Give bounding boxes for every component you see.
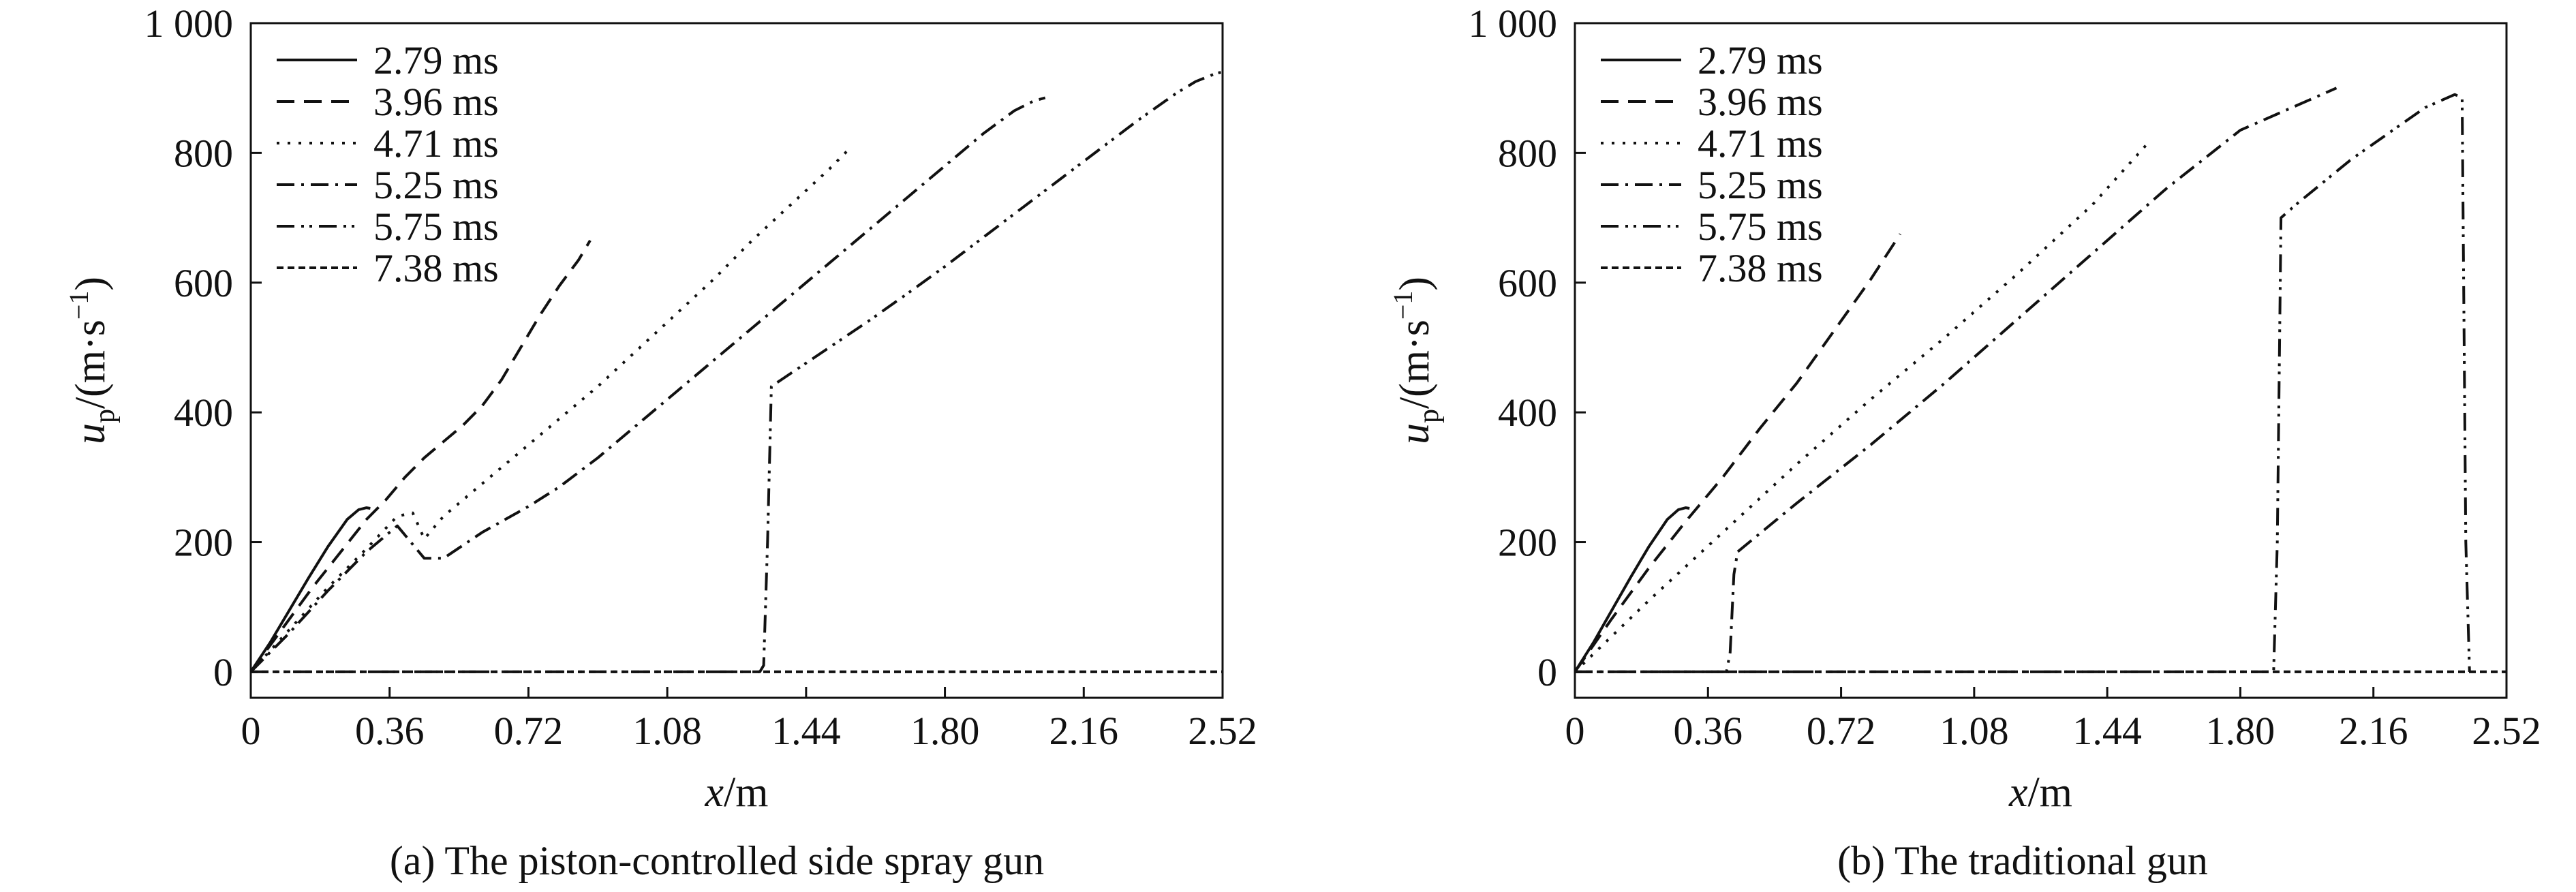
plot-frame <box>1574 22 2508 699</box>
legend-label-4: 5.25 ms <box>1698 163 1823 207</box>
legend-label-6: 7.38 ms <box>1698 246 1823 290</box>
legend-label-5: 5.75 ms <box>373 204 499 249</box>
legend-label-6: 7.38 ms <box>373 246 499 290</box>
y-axis-label-unit: /(m·s <box>1392 320 1438 409</box>
x-tick-label: 1.44 <box>771 709 841 753</box>
y-tick-label: 400 <box>174 390 233 435</box>
series-line-3 <box>249 149 850 673</box>
x-tick-label: 2.52 <box>2472 709 2541 753</box>
x-axis-label: x/m <box>2008 769 2072 816</box>
y-axis-label-var: u <box>1392 423 1438 444</box>
y-axis-label: up/(m·s−1) <box>63 277 121 444</box>
legend-label-2: 3.96 ms <box>1698 80 1823 124</box>
x-tick-label: 2.16 <box>1049 709 1119 753</box>
series-line-5 <box>1575 93 2471 673</box>
legend-label-1: 2.79 ms <box>373 38 499 82</box>
y-tick-label: 800 <box>174 131 233 175</box>
y-tick-label: 600 <box>174 261 233 305</box>
y-tick-label: 200 <box>174 521 233 565</box>
y-axis-label-unit: /(m·s <box>67 320 114 409</box>
series-line-2 <box>1574 233 1902 673</box>
x-tick-label: 1.08 <box>1939 709 2009 753</box>
panel-caption-a: (a) The piston-controlled side spray gun <box>390 838 1044 883</box>
x-tick-label: 0 <box>1565 709 1585 753</box>
legend-label-4: 5.25 ms <box>373 163 499 207</box>
series-line-3 <box>1574 142 2149 673</box>
series-line-4 <box>249 96 1046 673</box>
x-tick-label: 0 <box>241 709 261 753</box>
chart-panel-a: 0 0.36 0.72 1.08 1.44 1.80 2.16 2.52 0 200 400 600 8… <box>63 1 1257 883</box>
y-axis-label-close: ) <box>67 277 114 291</box>
x-tick-label: 0.72 <box>1807 709 1876 753</box>
x-axis-label: x/m <box>705 769 769 816</box>
series-line-2 <box>249 239 592 673</box>
x-axis-label-var: x <box>2008 769 2028 816</box>
legend-label-3: 4.71 ms <box>373 121 499 166</box>
y-axis-label-close: ) <box>1392 277 1438 291</box>
x-tick-label: 1.80 <box>910 709 980 753</box>
x-axis-label-unit: /m <box>2028 769 2072 816</box>
x-axis-label-var: x <box>705 769 724 816</box>
series-line-5 <box>251 70 1223 673</box>
y-tick-label: 1 000 <box>1469 1 1558 46</box>
y-axis-label-var: u <box>67 423 114 444</box>
x-tick-label: 0.36 <box>1674 709 1743 753</box>
series-line-1 <box>249 506 371 673</box>
legend-label-3: 4.71 ms <box>1698 121 1823 166</box>
panel-caption-b: (b) The traditional gun <box>1837 838 2208 883</box>
x-tick-label: 0.72 <box>494 709 564 753</box>
y-tick-label: 200 <box>1498 521 1557 565</box>
y-axis-label-sup: −1 <box>63 291 94 320</box>
x-tick-label: 1.44 <box>2072 709 2142 753</box>
y-tick-label: 600 <box>1498 261 1557 305</box>
y-tick-label: 800 <box>1498 131 1557 175</box>
legend-label-1: 2.79 ms <box>1698 38 1823 82</box>
y-tick-label: 1 000 <box>144 1 234 46</box>
y-tick-label: 0 <box>1537 650 1557 694</box>
x-tick-label: 1.08 <box>632 709 702 753</box>
chart-panel-b: 0 0.36 0.72 1.08 1.44 1.80 2.16 2.52 0 200 400 600 8… <box>1387 1 2541 883</box>
x-axis-label-unit: /m <box>724 769 768 816</box>
y-axis-label: up/(m·s−1) <box>1387 277 1445 444</box>
x-tick-label: 0.36 <box>355 709 425 753</box>
series-line-1 <box>1574 506 1690 673</box>
y-axis-label-sub: p <box>1413 409 1445 423</box>
series-line-4 <box>1575 87 2337 673</box>
x-tick-label: 1.80 <box>2206 709 2275 753</box>
legend-label-2: 3.96 ms <box>373 80 499 124</box>
x-tick-label: 2.16 <box>2339 709 2408 753</box>
y-tick-label: 0 <box>213 650 233 694</box>
y-tick-label: 400 <box>1498 390 1557 435</box>
legend-label-5: 5.75 ms <box>1698 204 1823 249</box>
y-axis-label-sup: −1 <box>1387 291 1418 320</box>
plot-frame <box>249 22 1224 699</box>
x-tick-label: 2.52 <box>1188 709 1257 753</box>
y-axis-label-sub: p <box>89 409 121 423</box>
